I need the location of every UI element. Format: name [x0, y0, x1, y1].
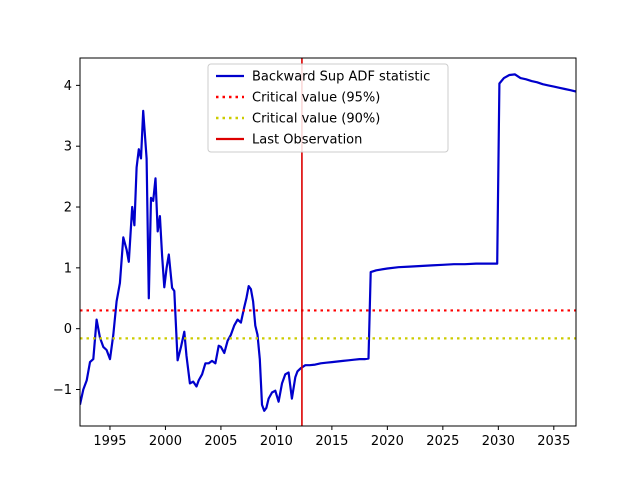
x-tick-label: 2005: [204, 434, 237, 449]
y-tick-label: −1: [53, 383, 72, 398]
series-line-0: [80, 73, 576, 412]
y-tick-label: 2: [64, 201, 72, 216]
y-tick-label: 0: [64, 322, 72, 337]
x-tick-label: 1995: [93, 434, 126, 449]
legend-label: Backward Sup ADF statistic: [252, 70, 430, 85]
legend-label: Last Observation: [252, 133, 362, 148]
x-tick-label: 2000: [149, 434, 182, 449]
x-tick-label: 2025: [426, 434, 459, 449]
x-tick-label: 2010: [260, 434, 293, 449]
legend-label: Critical value (95%): [252, 91, 380, 106]
x-tick-label: 2035: [537, 434, 570, 449]
y-tick-label: 1: [64, 261, 72, 276]
x-tick-label: 2020: [371, 434, 404, 449]
legend-label: Critical value (90%): [252, 112, 380, 127]
y-tick-label: 3: [64, 140, 72, 155]
axes: 1995 2000 2005 2010 2015 2020 2025 2030 2035 −1 0 1…: [53, 57, 577, 449]
axes-frame: [79, 57, 577, 427]
legend-box: [207, 63, 449, 153]
x-tick-label: 2015: [315, 434, 348, 449]
x-tick-label: 2030: [482, 434, 515, 449]
legend: Backward Sup ADF statistic Critical value…: [207, 63, 449, 153]
y-tick-label: 4: [64, 79, 72, 94]
